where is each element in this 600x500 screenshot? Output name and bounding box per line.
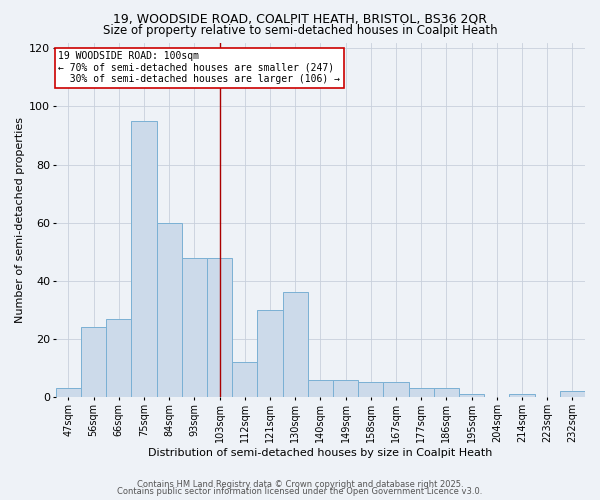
Bar xyxy=(509,394,535,397)
Text: Size of property relative to semi-detached houses in Coalpit Heath: Size of property relative to semi-detach… xyxy=(103,24,497,37)
Bar xyxy=(257,310,283,397)
Bar xyxy=(434,388,459,397)
X-axis label: Distribution of semi-detached houses by size in Coalpit Heath: Distribution of semi-detached houses by … xyxy=(148,448,493,458)
Bar xyxy=(182,258,207,397)
Bar xyxy=(131,121,157,397)
Bar xyxy=(358,382,383,397)
Bar xyxy=(106,318,131,397)
Bar xyxy=(459,394,484,397)
Bar xyxy=(560,391,585,397)
Bar xyxy=(207,258,232,397)
Text: 19, WOODSIDE ROAD, COALPIT HEATH, BRISTOL, BS36 2QR: 19, WOODSIDE ROAD, COALPIT HEATH, BRISTO… xyxy=(113,12,487,26)
Bar xyxy=(157,222,182,397)
Bar xyxy=(56,388,81,397)
Y-axis label: Number of semi-detached properties: Number of semi-detached properties xyxy=(15,117,25,323)
Text: Contains HM Land Registry data © Crown copyright and database right 2025.: Contains HM Land Registry data © Crown c… xyxy=(137,480,463,489)
Bar xyxy=(283,292,308,397)
Bar xyxy=(333,380,358,397)
Bar xyxy=(308,380,333,397)
Text: Contains public sector information licensed under the Open Government Licence v3: Contains public sector information licen… xyxy=(118,488,482,496)
Bar xyxy=(383,382,409,397)
Bar xyxy=(409,388,434,397)
Text: 19 WOODSIDE ROAD: 100sqm
← 70% of semi-detached houses are smaller (247)
  30% o: 19 WOODSIDE ROAD: 100sqm ← 70% of semi-d… xyxy=(58,51,340,84)
Bar xyxy=(81,328,106,397)
Bar xyxy=(232,362,257,397)
